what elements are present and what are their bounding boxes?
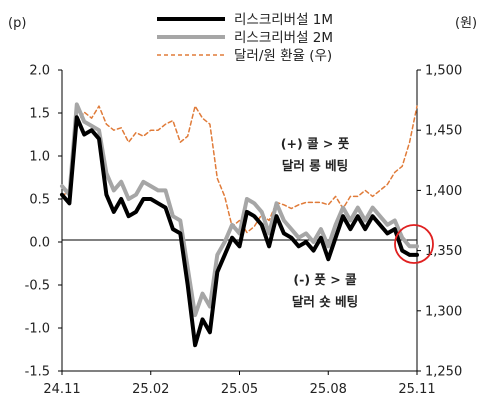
right-tick-label: 1,400 <box>425 184 462 199</box>
legend-label-2m: 리스크리버설 2M <box>234 30 333 46</box>
annotation-lower: (-) 풋 > 콜 달러 숏 베팅 <box>292 272 358 309</box>
x-tick-label: 25.05 <box>221 382 258 397</box>
annotation-lower-line1: (-) 풋 > 콜 <box>293 272 357 287</box>
x-axis-ticks: 24.11 25.02 25.05 25.08 25.11 <box>43 371 436 397</box>
left-tick-label: 0.5 <box>29 193 50 208</box>
x-tick-label: 24.11 <box>43 382 80 397</box>
series-line-rr-1m <box>60 115 419 348</box>
left-tick-label: 1.5 <box>29 107 50 122</box>
right-tick-label: 1,350 <box>425 244 462 259</box>
legend-label-1m: 리스크리버설 1M <box>234 12 333 28</box>
left-tick-label: 1.0 <box>29 150 50 165</box>
legend-label-fx: 달러/원 환율 (우) <box>234 48 332 64</box>
annotation-upper-line2: 달러 롱 베팅 <box>282 158 348 173</box>
left-tick-label: -1.0 <box>25 322 50 337</box>
right-tick-label: 1,450 <box>425 124 462 139</box>
annotation-upper: (+) 콜 > 풋 달러 롱 베팅 <box>281 136 350 173</box>
left-tick-label: 2.0 <box>29 64 50 79</box>
left-tick-label: 0.0 <box>29 236 50 251</box>
right-tick-label: 1,250 <box>425 365 462 380</box>
right-axis-unit: (원) <box>455 16 477 31</box>
highlight-circle <box>394 224 434 264</box>
series-line-usdkrw <box>61 105 418 234</box>
right-axis-ticks: 1,500 1,450 1,400 1,350 1,300 1,250 <box>417 64 462 380</box>
annotation-lower-line2: 달러 숏 베팅 <box>292 294 358 309</box>
annotation-upper-line1: (+) 콜 > 풋 <box>281 136 350 151</box>
series-layer <box>60 102 419 348</box>
series-line-rr-2m <box>60 102 419 318</box>
right-tick-label: 1,300 <box>425 304 462 319</box>
left-axis-ticks: 2.0 1.5 1.0 0.5 0.0 -0.5 -1.0 -1.5 <box>25 64 62 380</box>
left-axis-unit: (p) <box>8 16 26 31</box>
x-tick-label: 25.02 <box>132 382 169 397</box>
x-tick-label: 25.08 <box>310 382 347 397</box>
x-tick-label: 25.11 <box>398 382 435 397</box>
left-tick-label: -1.5 <box>25 365 50 380</box>
legend: 리스크리버설 1M 리스크리버설 2M 달러/원 환율 (우) <box>157 12 333 64</box>
left-tick-label: -0.5 <box>25 279 50 294</box>
right-tick-label: 1,500 <box>425 64 462 79</box>
